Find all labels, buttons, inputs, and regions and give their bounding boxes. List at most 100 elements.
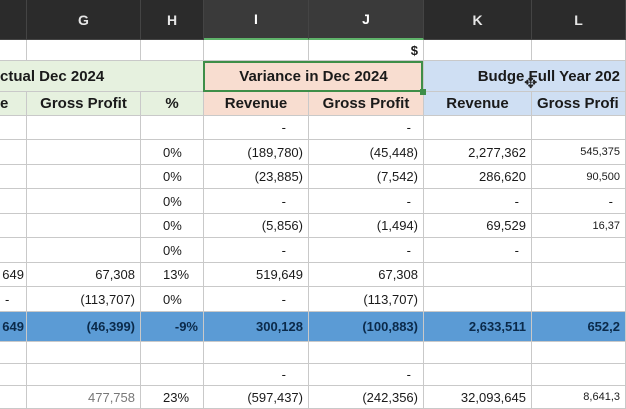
table-cell[interactable]: (189,780): [204, 140, 309, 165]
table-cell[interactable]: 8,641,3: [532, 386, 626, 409]
table-cell[interactable]: 0%: [141, 214, 204, 238]
table-cell[interactable]: 90,500: [532, 165, 626, 189]
table-cell[interactable]: [27, 189, 141, 214]
table-cell[interactable]: [141, 116, 204, 140]
table-cell[interactable]: 545,375: [532, 140, 626, 165]
table-cell[interactable]: 23%: [141, 386, 204, 409]
table-cell[interactable]: 32,093,645: [424, 386, 532, 409]
table-cell[interactable]: [0, 342, 27, 364]
table-cell[interactable]: (1,494): [309, 214, 424, 238]
table-cell[interactable]: [27, 165, 141, 189]
table-cell[interactable]: [27, 342, 141, 364]
table-cell[interactable]: [0, 214, 27, 238]
table-cell[interactable]: [27, 238, 141, 263]
table-cell[interactable]: (597,437): [204, 386, 309, 409]
table-cell[interactable]: [424, 263, 532, 287]
cell[interactable]: [141, 40, 204, 61]
total-cell[interactable]: 2,633,511: [424, 312, 532, 342]
table-cell[interactable]: -: [0, 287, 27, 312]
column-header-i[interactable]: I: [204, 0, 309, 40]
cell[interactable]: [204, 40, 309, 61]
table-cell[interactable]: [532, 342, 626, 364]
table-cell[interactable]: -: [309, 364, 424, 386]
table-cell[interactable]: 67,308: [309, 263, 424, 287]
table-cell[interactable]: [424, 364, 532, 386]
table-cell[interactable]: [0, 116, 27, 140]
subheader-gross-profit-l[interactable]: Gross Profi: [532, 92, 626, 116]
table-cell[interactable]: 649: [0, 263, 27, 287]
table-cell[interactable]: (242,356): [309, 386, 424, 409]
subheader-e[interactable]: e: [0, 92, 27, 116]
table-cell[interactable]: 286,620: [424, 165, 532, 189]
table-cell[interactable]: [141, 364, 204, 386]
table-cell[interactable]: [309, 342, 424, 364]
total-cell[interactable]: (46,399): [27, 312, 141, 342]
table-cell[interactable]: 0%: [141, 287, 204, 312]
table-cell[interactable]: [204, 342, 309, 364]
table-cell[interactable]: [0, 238, 27, 263]
table-cell[interactable]: [424, 342, 532, 364]
table-cell[interactable]: -: [204, 238, 309, 263]
table-cell[interactable]: [532, 238, 626, 263]
table-cell[interactable]: -: [309, 238, 424, 263]
total-cell[interactable]: 652,2: [532, 312, 626, 342]
table-cell[interactable]: 67,308: [27, 263, 141, 287]
table-cell[interactable]: [0, 386, 27, 409]
table-cell[interactable]: [532, 116, 626, 140]
table-cell[interactable]: -: [424, 238, 532, 263]
table-cell[interactable]: 69,529: [424, 214, 532, 238]
cell[interactable]: [424, 40, 532, 61]
table-cell[interactable]: 13%: [141, 263, 204, 287]
subheader-revenue-i[interactable]: Revenue: [204, 92, 309, 116]
actual-section-title[interactable]: ctual Dec 2024: [0, 61, 204, 92]
column-header-g[interactable]: G: [27, 0, 141, 40]
total-cell[interactable]: (100,883): [309, 312, 424, 342]
table-cell[interactable]: 0%: [141, 189, 204, 214]
column-header-l[interactable]: L: [532, 0, 626, 40]
table-cell[interactable]: 16,37: [532, 214, 626, 238]
column-header-j[interactable]: J: [309, 0, 424, 40]
table-cell[interactable]: -: [204, 287, 309, 312]
table-cell[interactable]: [27, 140, 141, 165]
table-cell[interactable]: [424, 287, 532, 312]
table-cell[interactable]: 0%: [141, 238, 204, 263]
variance-section-title[interactable]: Variance in Dec 2024: [204, 61, 424, 92]
table-cell[interactable]: -: [204, 364, 309, 386]
column-header-f[interactable]: [0, 0, 27, 40]
total-cell[interactable]: -9%: [141, 312, 204, 342]
column-header-h[interactable]: H: [141, 0, 204, 40]
table-cell[interactable]: (7,542): [309, 165, 424, 189]
cell[interactable]: [0, 40, 27, 61]
table-cell[interactable]: -: [309, 116, 424, 140]
table-cell[interactable]: (5,856): [204, 214, 309, 238]
budget-section-title[interactable]: Budge Full Year 202: [424, 61, 626, 92]
cell[interactable]: [532, 40, 626, 61]
table-cell[interactable]: (45,448): [309, 140, 424, 165]
table-cell[interactable]: [27, 116, 141, 140]
table-cell[interactable]: -: [204, 116, 309, 140]
table-cell[interactable]: [0, 165, 27, 189]
table-cell[interactable]: 519,649: [204, 263, 309, 287]
table-cell[interactable]: 477,758: [27, 386, 141, 409]
total-cell[interactable]: 649: [0, 312, 27, 342]
subheader-percent[interactable]: %: [141, 92, 204, 116]
table-cell[interactable]: (113,707): [309, 287, 424, 312]
subheader-revenue-k[interactable]: Revenue: [424, 92, 532, 116]
table-cell[interactable]: [532, 263, 626, 287]
column-header-k[interactable]: K: [424, 0, 532, 40]
table-cell[interactable]: [27, 364, 141, 386]
table-cell[interactable]: [27, 214, 141, 238]
table-cell[interactable]: -: [309, 189, 424, 214]
table-cell[interactable]: [0, 140, 27, 165]
fill-handle[interactable]: [420, 89, 426, 95]
table-cell[interactable]: [424, 116, 532, 140]
table-cell[interactable]: [141, 342, 204, 364]
table-cell[interactable]: 0%: [141, 165, 204, 189]
currency-symbol-cell[interactable]: $: [309, 40, 424, 61]
table-cell[interactable]: -: [204, 189, 309, 214]
table-cell[interactable]: (113,707): [27, 287, 141, 312]
table-cell[interactable]: -: [424, 189, 532, 214]
table-cell[interactable]: [0, 189, 27, 214]
table-cell[interactable]: 2,277,362: [424, 140, 532, 165]
total-cell[interactable]: 300,128: [204, 312, 309, 342]
